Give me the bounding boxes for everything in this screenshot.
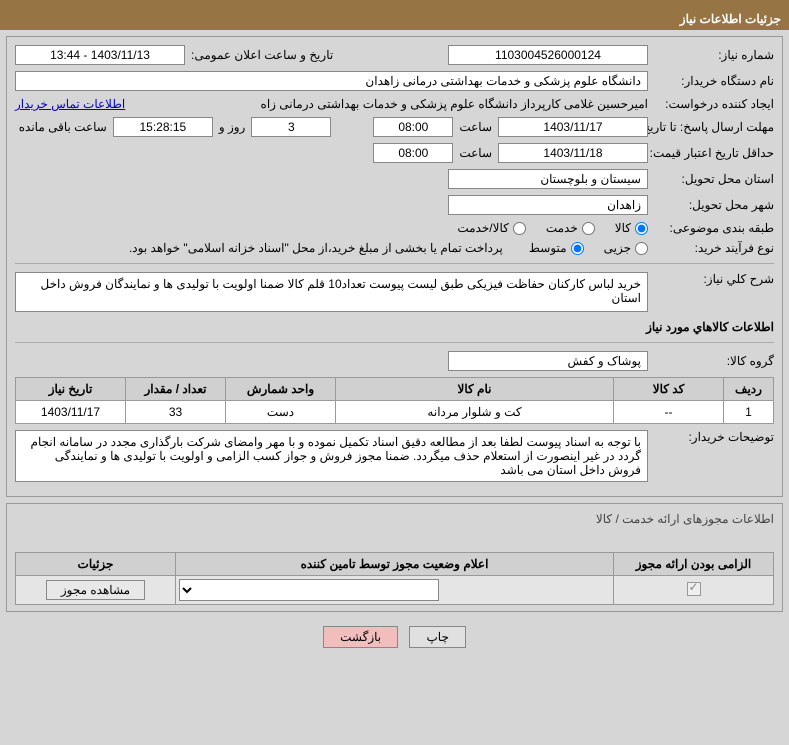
th-name: نام کالا [336, 378, 614, 401]
radio-goods-label: کالا [615, 221, 631, 235]
radio-goods-service-label: کالا/خدمت [457, 221, 508, 235]
process-note: پرداخت تمام یا بخشی از مبلغ خرید،از محل … [15, 241, 503, 255]
separator-2 [15, 342, 774, 343]
separator-1 [15, 263, 774, 264]
need-no-field[interactable] [448, 45, 648, 65]
th-details: جزئیات [16, 553, 176, 576]
permit-row: مشاهده مجوز [16, 576, 774, 605]
buyer-notes-label: توضیحات خریدار: [654, 430, 774, 444]
requester-label: ایجاد کننده درخواست: [654, 97, 774, 111]
validity-label: حداقل تاریخ اعتبار قیمت: تا تاریخ: [654, 146, 774, 160]
footer-buttons: چاپ بازگشت [0, 618, 789, 656]
category-radio-group: کالا خدمت کالا/خدمت [457, 221, 648, 235]
goods-section-title: اطلاعات کالاهاي مورد نیاز [15, 320, 774, 334]
radio-service-label: خدمت [546, 221, 578, 235]
cell-details: مشاهده مجوز [16, 576, 176, 605]
category-label: طبقه بندی موضوعی: [654, 221, 774, 235]
mandatory-checkbox-icon [687, 582, 701, 596]
th-unit: واحد شمارش [226, 378, 336, 401]
deadline-hour-label: ساعت [459, 120, 492, 134]
th-mandatory: الزامی بودن ارائه مجوز [614, 553, 774, 576]
top-accent-bar [0, 0, 789, 8]
buyer-contact-link[interactable]: اطلاعات تماس خریدار [15, 97, 125, 111]
process-radio-group: جزیی متوسط [529, 241, 648, 255]
deadline-label: مهلت ارسال پاسخ: تا تاریخ: [654, 120, 774, 134]
buyer-org-field[interactable] [15, 71, 648, 91]
radio-partial[interactable] [635, 242, 648, 255]
goods-group-label: گروه کالا: [654, 354, 774, 368]
remaining-suffix: ساعت باقی مانده [19, 120, 107, 134]
permits-table: الزامی بودن ارائه مجوز اعلام وضعیت مجوز … [15, 552, 774, 605]
radio-medium[interactable] [571, 242, 584, 255]
process-label: نوع فرآیند خرید: [654, 241, 774, 255]
days-and-label: روز و [219, 120, 246, 134]
requester-value: امیرحسین غلامی کارپرداز دانشگاه علوم پزش… [131, 97, 648, 111]
view-permit-button[interactable]: مشاهده مجوز [46, 580, 145, 600]
cell-code: -- [614, 401, 724, 424]
buyer-org-label: نام دستگاه خریدار: [654, 74, 774, 88]
status-select[interactable] [179, 579, 439, 601]
remaining-time-field[interactable] [113, 117, 213, 137]
cell-unit: دست [226, 401, 336, 424]
buyer-notes-textarea[interactable] [15, 430, 648, 482]
page-title: جزئیات اطلاعات نیاز [0, 8, 789, 30]
print-button[interactable]: چاپ [409, 626, 465, 648]
back-button[interactable]: بازگشت [323, 626, 398, 648]
announce-field[interactable] [15, 45, 185, 65]
radio-goods-service[interactable] [513, 222, 526, 235]
province-label: استان محل تحویل: [654, 172, 774, 186]
th-code: کد کالا [614, 378, 724, 401]
remaining-days-field[interactable] [251, 117, 331, 137]
cell-date: 1403/11/17 [16, 401, 126, 424]
th-row: ردیف [724, 378, 774, 401]
permits-title: اطلاعات مجوزهای ارائه خدمت / کالا [15, 510, 774, 532]
permits-panel: اطلاعات مجوزهای ارائه خدمت / کالا الزامی… [6, 503, 783, 612]
deadline-date-field[interactable] [498, 117, 648, 137]
cell-qty: 33 [126, 401, 226, 424]
radio-medium-label: متوسط [529, 241, 567, 255]
th-status: اعلام وضعیت مجوز توسط تامین کننده [176, 553, 614, 576]
cell-mandatory [614, 576, 774, 605]
validity-hour-label: ساعت [459, 146, 492, 160]
radio-partial-label: جزیی [604, 241, 631, 255]
cell-status [176, 576, 614, 605]
goods-group-field[interactable] [448, 351, 648, 371]
radio-goods[interactable] [635, 222, 648, 235]
cell-row: 1 [724, 401, 774, 424]
th-date: تاریخ نیاز [16, 378, 126, 401]
radio-service[interactable] [582, 222, 595, 235]
goods-table: ردیف کد کالا نام کالا واحد شمارش تعداد /… [15, 377, 774, 424]
validity-hour-field[interactable] [373, 143, 453, 163]
desc-label: شرح کلي نياز: [654, 272, 774, 286]
th-qty: تعداد / مقدار [126, 378, 226, 401]
need-no-label: شماره نیاز: [654, 48, 774, 62]
cell-name: کت و شلوار مردانه [336, 401, 614, 424]
main-form-panel: شماره نیاز: تاریخ و ساعت اعلان عمومی: نا… [6, 36, 783, 497]
city-label: شهر محل تحویل: [654, 198, 774, 212]
announce-label: تاریخ و ساعت اعلان عمومی: [191, 48, 333, 62]
province-field[interactable] [448, 169, 648, 189]
validity-date-field[interactable] [498, 143, 648, 163]
table-row: 1 -- کت و شلوار مردانه دست 33 1403/11/17 [16, 401, 774, 424]
deadline-hour-field[interactable] [373, 117, 453, 137]
city-field[interactable] [448, 195, 648, 215]
desc-textarea[interactable] [15, 272, 648, 312]
